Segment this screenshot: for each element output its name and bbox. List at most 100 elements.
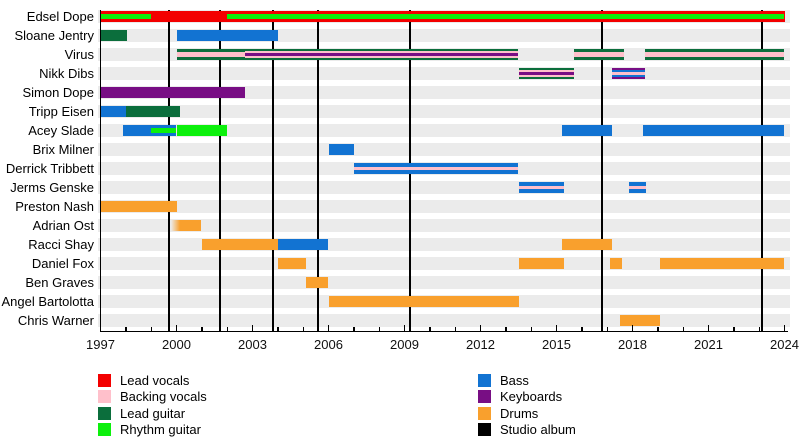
row-band [98,105,790,118]
studio-album-line [317,10,320,332]
legend-swatch-backing-vocals [98,390,111,404]
x-axis-minor-tick [429,326,431,331]
x-axis-minor-tick [581,326,583,331]
x-axis-tick-label: 2009 [390,337,419,352]
x-axis-tick-label: 2024 [770,337,799,352]
row-band [98,124,790,137]
x-axis-line [100,330,788,332]
legend-label: Backing vocals [120,389,207,405]
legend-swatch-bass [478,374,491,387]
legend-item: Bass [478,373,678,388]
x-axis-tick-label: 2015 [542,337,571,352]
legend-swatch-studio-album [478,423,491,437]
x-axis-minor-tick [226,326,228,331]
bar-backing_vocals [574,52,624,57]
legend-item: Lead vocals [98,373,298,388]
x-axis-minor-tick [657,326,659,331]
bar-bass [123,125,177,136]
legend-swatch-lead-vocals [98,374,111,387]
bar-drums [201,239,278,250]
legend-item: Lead guitar [98,406,298,421]
bar-bass [176,30,278,41]
member-label: Virus [64,46,94,62]
x-axis-major-tick [556,324,558,331]
bar-drums [561,239,613,250]
member-label: Nikk Dibs [39,65,94,81]
legend-label: Drums [500,405,539,421]
x-axis-minor-tick [530,326,532,331]
member-label: Acey Slade [28,122,94,138]
legend-item: Studio album [478,422,678,437]
x-axis-minor-tick [378,326,380,331]
x-axis-minor-tick [353,326,355,331]
bar-keyboards [100,87,245,98]
x-axis-major-tick [784,324,786,331]
x-axis-minor-tick [733,326,735,331]
member-label: Daniel Fox [31,255,94,271]
member-label: Brix Milner [32,141,94,157]
x-axis-tick-label: 2006 [314,337,343,352]
row-band [98,200,790,213]
x-axis-tick-label: 2003 [238,337,267,352]
row-band [98,276,790,289]
bar-drums [518,258,565,269]
x-axis-minor-tick [682,326,684,331]
x-axis-minor-tick [758,326,760,331]
x-axis-minor-tick [125,326,127,331]
x-axis-minor-tick [302,326,304,331]
bar-lead_guitar [125,106,181,117]
member-label: Jerms Genske [10,179,94,195]
bar-backing_vocals [176,52,245,57]
legend-item: Drums [478,405,678,421]
bar-drums [305,277,329,288]
bar-backing_vocals [353,167,519,170]
bar-drums [328,296,519,307]
member-label: Ben Graves [25,274,94,290]
bar-keyboards [518,72,575,75]
x-axis-major-tick [480,324,482,331]
member-label: Adrian Ost [32,217,94,233]
legend-label: Rhythm guitar [120,422,201,438]
x-axis-major-tick [176,324,178,331]
bar-drums [660,258,785,269]
bar-drums [609,258,623,269]
legend-label: Keyboards [500,389,563,405]
member-label: Tripp Eisen [28,103,94,119]
member-label: Preston Nash [15,198,94,214]
plot-left-border [99,10,101,332]
legend-swatch-drums [478,406,491,420]
row-band [98,67,790,80]
legend-item: Rhythm guitar [98,422,298,438]
x-axis-tick-label: 2021 [694,337,723,352]
bar-backing_vocals [628,186,647,189]
x-axis-minor-tick [277,326,279,331]
bar-keyboards [244,53,519,56]
bar-bass [642,125,785,136]
x-axis-minor-tick [606,326,608,331]
bar-bass [100,106,126,117]
bar-drums [619,315,661,326]
x-axis-major-tick [632,324,634,331]
legend-label: Lead vocals [120,373,190,388]
bar-lead_guitar [100,30,128,41]
legend-item: Backing vocals [98,389,298,405]
member-label: Angel Bartolotta [1,293,94,309]
bar-backing_vocals [612,72,646,75]
x-axis-tick-label: 2018 [618,337,647,352]
member-label: Racci Shay [28,236,94,252]
x-axis-minor-tick [454,326,456,331]
member-label: Derrick Tribbett [5,160,94,176]
row-band [98,181,790,194]
member-label: Sloane Jentry [14,27,95,43]
x-axis-tick-label: 2000 [162,337,191,352]
studio-album-line [760,10,763,332]
bar-drums [171,220,201,231]
member-label: Edsel Dope [26,8,94,24]
bar-backing_vocals [645,52,785,57]
x-axis-minor-tick [150,326,152,331]
bar-bass [277,239,329,250]
row-band [98,86,790,99]
bar-drums [100,201,177,212]
x-axis-major-tick [404,324,406,331]
